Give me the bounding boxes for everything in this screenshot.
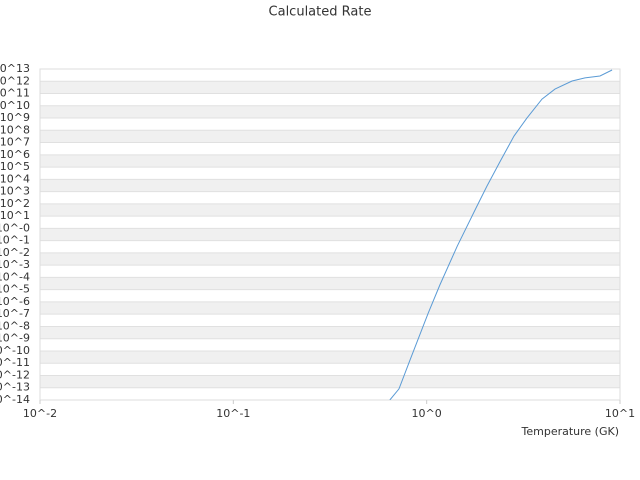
- y-tick-label: 10^-7: [0, 307, 30, 320]
- grid-band: [40, 326, 620, 339]
- grid-band: [40, 130, 620, 143]
- grid-band: [40, 350, 620, 364]
- y-tick-label: 10^-2: [0, 246, 30, 259]
- y-tick-label: 10^-12: [0, 368, 30, 381]
- y-tick-label: 10^-0: [0, 221, 30, 234]
- x-tick-label: 10^1: [605, 407, 635, 420]
- x-tick-label: 10^-2: [23, 407, 57, 420]
- grid-band: [40, 154, 620, 168]
- grid-band: [40, 375, 620, 388]
- grid-band: [40, 252, 620, 266]
- x-axis-label: Temperature (GK): [521, 425, 620, 438]
- y-tick-label: 10^-11: [0, 356, 30, 369]
- chart-title: Calculated Rate: [269, 5, 372, 20]
- x-tick-label: 10^-1: [216, 407, 250, 420]
- x-tick-label: 10^0: [412, 407, 442, 420]
- y-tick-label: 10^-4: [0, 270, 30, 283]
- y-tick-label: 10^9: [0, 111, 30, 124]
- y-tick-label: 10^-9: [0, 332, 30, 345]
- y-tick-label: 10^-5: [0, 283, 30, 296]
- y-tick-label: 10^8: [0, 123, 30, 136]
- y-tick-label: 10^-8: [0, 319, 30, 332]
- y-tick-label: 10^11: [0, 87, 30, 100]
- grid-band: [40, 203, 620, 217]
- y-tick-label: 10^-1: [0, 234, 30, 247]
- y-tick-label: 10^2: [0, 197, 30, 210]
- y-tick-label: 10^7: [0, 136, 30, 149]
- y-tick-label: 10^6: [0, 148, 30, 161]
- y-tick-label: 10^5: [0, 160, 30, 173]
- y-tick-label: 10^-13: [0, 381, 30, 394]
- y-tick-label: 10^10: [0, 99, 30, 112]
- y-tick-label: 10^1: [0, 209, 30, 222]
- y-tick-label: 10^12: [0, 74, 30, 87]
- grid-band: [40, 228, 620, 241]
- grid-band: [40, 105, 620, 119]
- y-tick-label: 10^3: [0, 185, 30, 198]
- grid-band: [40, 277, 620, 290]
- y-tick-label: 10^-6: [0, 295, 30, 308]
- y-tick-label: 10^4: [0, 172, 30, 185]
- grid-band: [40, 81, 620, 94]
- series-line: [389, 69, 613, 400]
- y-tick-label: 10^13: [0, 62, 30, 75]
- plot-frame: [39, 68, 621, 401]
- grid-band: [40, 179, 620, 192]
- y-tick-label: 10^-3: [0, 258, 30, 271]
- y-tick-label: 10^-14: [0, 393, 30, 406]
- grid-band: [40, 301, 620, 315]
- y-tick-label: 10^-10: [0, 344, 30, 357]
